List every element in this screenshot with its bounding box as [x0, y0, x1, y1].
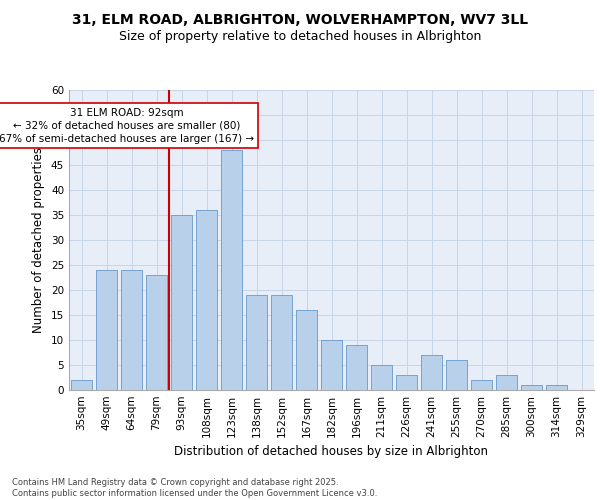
Bar — [346, 345, 367, 390]
Bar — [546, 385, 567, 390]
Bar — [221, 150, 242, 390]
Text: 31, ELM ROAD, ALBRIGHTON, WOLVERHAMPTON, WV7 3LL: 31, ELM ROAD, ALBRIGHTON, WOLVERHAMPTON,… — [72, 12, 528, 26]
Text: Contains HM Land Registry data © Crown copyright and database right 2025.
Contai: Contains HM Land Registry data © Crown c… — [12, 478, 377, 498]
Bar — [146, 275, 167, 390]
Bar — [196, 210, 217, 390]
X-axis label: Distribution of detached houses by size in Albrighton: Distribution of detached houses by size … — [175, 446, 488, 458]
Bar — [71, 380, 92, 390]
Text: Size of property relative to detached houses in Albrighton: Size of property relative to detached ho… — [119, 30, 481, 43]
Bar — [171, 215, 192, 390]
Bar — [321, 340, 342, 390]
Bar — [271, 295, 292, 390]
Bar — [121, 270, 142, 390]
Y-axis label: Number of detached properties: Number of detached properties — [32, 147, 46, 333]
Bar — [296, 310, 317, 390]
Bar — [371, 365, 392, 390]
Bar — [246, 295, 267, 390]
Bar — [521, 385, 542, 390]
Bar — [96, 270, 117, 390]
Bar — [496, 375, 517, 390]
Bar — [421, 355, 442, 390]
Bar — [396, 375, 417, 390]
Text: 31 ELM ROAD: 92sqm
← 32% of detached houses are smaller (80)
67% of semi-detache: 31 ELM ROAD: 92sqm ← 32% of detached hou… — [0, 108, 254, 144]
Bar — [471, 380, 492, 390]
Bar — [446, 360, 467, 390]
